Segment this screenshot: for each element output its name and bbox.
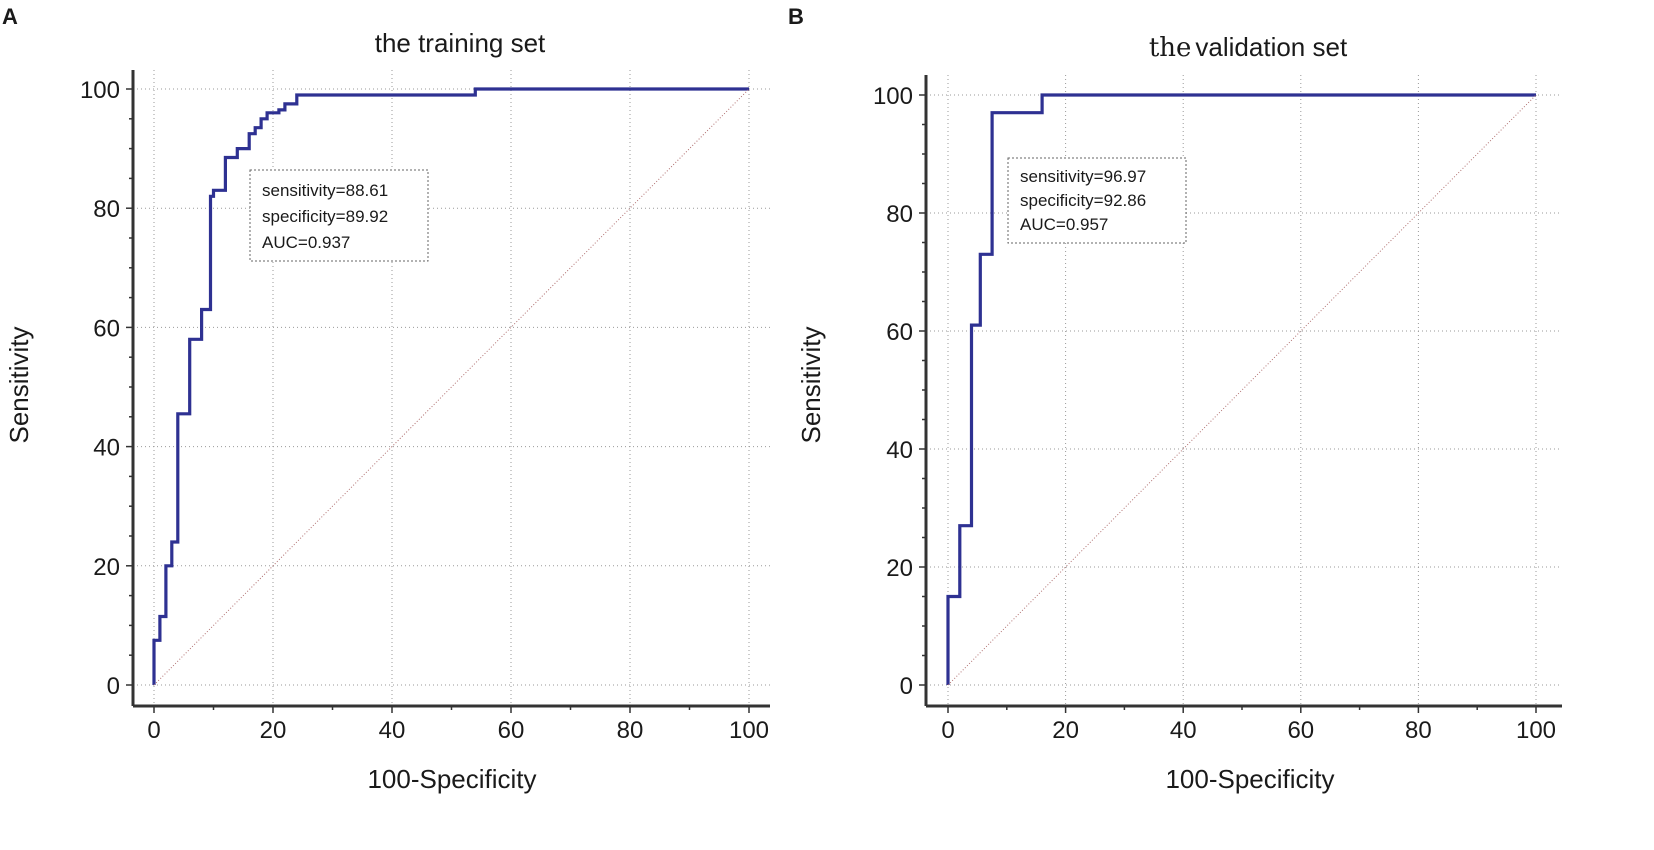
roc-curve-b [946,93,1536,685]
x-tick-label-b: 40 [1170,717,1197,744]
y-tick-label-b: 0 [900,673,913,700]
y-tick-label-b: 20 [886,555,913,582]
x-tick-label-b: 60 [1287,717,1314,744]
x-tick-label-a: 60 [498,717,525,744]
panel-a: A the training set 0 20 40 60 80 100 0 20 40 60 80… [2,4,770,794]
reference-diagonal-b [947,94,1537,686]
panel-a-label: A [2,4,18,29]
plot-area-a: 0 20 40 60 80 100 0 20 40 60 80 100 [80,70,770,744]
annotation-b-sensitivity: sensitivity=96.97 [1020,167,1146,186]
y-tick-label-a: 40 [93,435,120,462]
reference-diagonal-a [153,88,750,686]
y-tick-label-a: 20 [93,554,120,581]
y-tick-label-a: 100 [80,77,120,104]
annotation-a-specificity: specificity=89.92 [262,207,388,226]
annotation-a-sensitivity: sensitivity=88.61 [262,181,388,200]
y-tick-label-b: 100 [873,83,913,110]
panel-a-title: the training set [375,28,546,58]
x-tick-label-b: 80 [1405,717,1432,744]
panel-b-title-suffix: validation set [1195,32,1348,62]
x-axis-label-a: 100-Specificity [367,764,536,794]
x-tick-label-b: 100 [1516,717,1556,744]
panel-b-title: the validation set [1149,32,1348,63]
annotation-a-auc: AUC=0.937 [262,233,350,252]
annotation-box-b: sensitivity=96.97 specificity=92.86 AUC=… [1007,157,1187,244]
y-tick-label-a: 0 [107,673,120,700]
x-tick-label-a: 20 [260,717,287,744]
y-tick-label-b: 60 [886,319,913,346]
x-tick-label-b: 0 [941,717,954,744]
y-axis-label-a: Sensitivity [4,326,34,443]
panel-b: B the validation set 0 20 40 60 80 100 0 20 40 60 8… [788,4,1562,794]
x-tick-label-a: 40 [379,717,406,744]
y-tick-label-a: 80 [93,196,120,223]
roc-curve-a [152,87,749,685]
x-tick-label-a: 80 [617,717,644,744]
x-tick-label-a: 0 [147,717,160,744]
annotation-b-specificity: specificity=92.86 [1020,191,1146,210]
y-tick-label-a: 60 [93,315,120,342]
y-tick-label-b: 80 [886,201,913,228]
y-tick-label-b: 40 [886,437,913,464]
y-axis-label-b: Sensitivity [796,326,826,443]
panel-b-label: B [788,4,804,29]
x-axis-label-b: 100-Specificity [1165,764,1334,794]
plot-area-b: 0 20 40 60 80 100 0 20 40 60 80 100 [873,75,1562,744]
x-tick-label-b: 20 [1052,717,1079,744]
panel-b-title-prefix: the [1149,33,1192,63]
annotation-box-a: sensitivity=88.61 specificity=89.92 AUC=… [249,169,429,262]
x-tick-label-a: 100 [729,717,769,744]
annotation-b-auc: AUC=0.957 [1020,215,1108,234]
